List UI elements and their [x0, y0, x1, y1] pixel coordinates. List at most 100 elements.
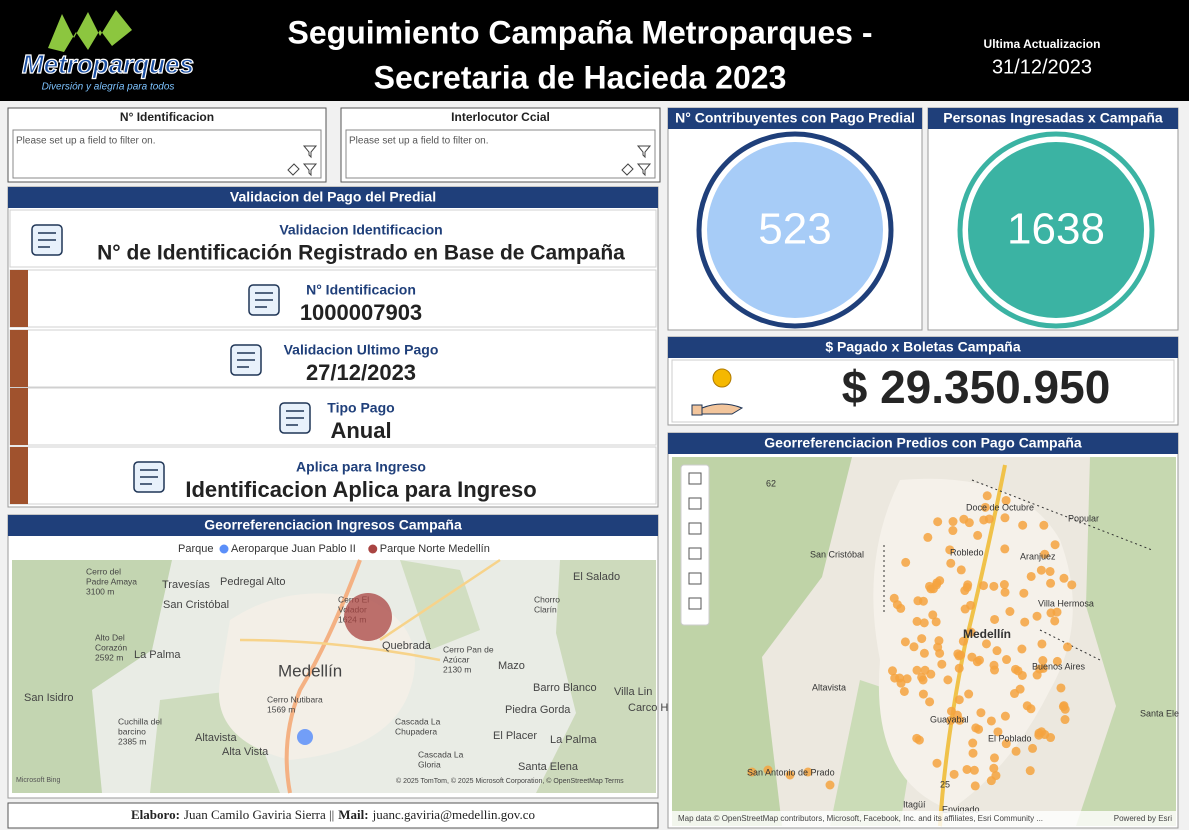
map-point[interactable]	[896, 678, 906, 688]
map-point[interactable]	[949, 769, 959, 779]
map-tool[interactable]	[688, 497, 702, 510]
map-point[interactable]	[993, 727, 1003, 737]
map-point[interactable]	[937, 659, 947, 669]
map-point[interactable]	[979, 515, 989, 525]
map-point[interactable]	[909, 642, 919, 652]
map-point[interactable]	[1039, 520, 1049, 530]
map-point[interactable]	[982, 491, 992, 501]
map-point[interactable]	[763, 765, 773, 775]
map-point[interactable]	[1060, 715, 1070, 725]
map-point[interactable]	[981, 639, 991, 649]
map-point[interactable]	[1000, 513, 1010, 523]
map-point[interactable]	[912, 665, 922, 675]
map-point[interactable]	[1067, 580, 1077, 590]
map-point[interactable]	[1050, 616, 1060, 626]
map-point[interactable]	[980, 502, 990, 512]
map-point[interactable]	[1045, 566, 1055, 576]
map-point[interactable]	[912, 616, 922, 626]
map-point[interactable]	[928, 610, 938, 620]
map-point[interactable]	[973, 530, 983, 540]
map-point[interactable]	[971, 723, 981, 733]
map-point[interactable]	[900, 637, 910, 647]
map-point[interactable]	[964, 518, 974, 528]
map-point[interactable]	[1052, 607, 1062, 617]
map-point[interactable]	[1052, 656, 1062, 666]
map-point[interactable]	[958, 636, 968, 646]
map-point[interactable]	[962, 764, 972, 774]
map-point[interactable]	[1011, 664, 1021, 674]
map-point[interactable]	[1010, 689, 1020, 699]
map-point[interactable]	[989, 763, 999, 773]
map-point[interactable]	[889, 593, 899, 603]
map-point[interactable]	[899, 686, 909, 696]
legend-label[interactable]: Aeroparque Juan Pablo II	[231, 543, 356, 555]
map-point[interactable]	[989, 660, 999, 670]
map-point[interactable]	[1046, 578, 1056, 588]
map-point[interactable]	[1034, 728, 1044, 738]
map-point[interactable]	[986, 716, 996, 726]
map-point[interactable]	[1018, 520, 1028, 530]
map-point[interactable]	[901, 557, 911, 567]
map-point[interactable]	[969, 765, 979, 775]
map-point[interactable]	[970, 781, 980, 791]
map-point[interactable]	[989, 753, 999, 763]
map-point[interactable]	[1063, 642, 1073, 652]
map-point[interactable]	[1046, 733, 1056, 743]
map-point[interactable]	[1001, 495, 1011, 505]
map-point[interactable]	[956, 565, 966, 575]
map-point[interactable]	[1035, 664, 1045, 674]
map-point[interactable]	[966, 627, 976, 637]
map-point[interactable]	[1028, 743, 1038, 753]
map-point[interactable]	[1017, 644, 1027, 654]
map-point[interactable]	[887, 666, 897, 676]
map-point[interactable]	[919, 648, 929, 658]
map-point[interactable]	[1002, 655, 1012, 665]
map-point[interactable]	[976, 708, 986, 718]
map-point[interactable]	[933, 642, 943, 652]
map-point[interactable]	[785, 770, 795, 780]
map-point[interactable]	[1011, 746, 1021, 756]
map-point[interactable]	[1022, 701, 1032, 711]
map-point[interactable]	[1032, 611, 1042, 621]
map-point[interactable]	[803, 767, 813, 777]
map-point[interactable]	[968, 748, 978, 758]
map-point[interactable]	[952, 710, 962, 720]
map-point[interactable]	[1000, 711, 1010, 721]
map-tool[interactable]	[688, 547, 702, 560]
map-point[interactable]	[1050, 540, 1060, 550]
map-point[interactable]	[1025, 766, 1035, 776]
map-point[interactable]	[963, 580, 973, 590]
map-point[interactable]	[825, 780, 835, 790]
map-point[interactable]	[990, 614, 1000, 624]
map-point[interactable]	[1059, 701, 1069, 711]
map-point[interactable]	[890, 673, 900, 683]
eraser-icon[interactable]	[621, 163, 634, 176]
map-point[interactable]	[1038, 656, 1048, 666]
map-point[interactable]	[918, 675, 928, 685]
filter-icon[interactable]	[302, 145, 318, 177]
map-point[interactable]	[946, 715, 956, 725]
map-marker[interactable]	[297, 729, 313, 745]
map-point[interactable]	[960, 604, 970, 614]
legend-label[interactable]: Parque Norte Medellín	[380, 543, 490, 555]
map-point[interactable]	[923, 532, 933, 542]
map-point[interactable]	[925, 697, 935, 707]
map-point[interactable]	[925, 581, 935, 591]
map-point[interactable]	[992, 646, 1002, 656]
map-point[interactable]	[945, 545, 955, 555]
map-point[interactable]	[948, 517, 958, 527]
map-point[interactable]	[931, 617, 941, 627]
map-point[interactable]	[1020, 617, 1030, 627]
map-point[interactable]	[991, 771, 1001, 781]
map-tool[interactable]	[688, 522, 702, 535]
map-point[interactable]	[933, 517, 943, 527]
eraser-icon[interactable]	[287, 163, 300, 176]
map-point[interactable]	[1000, 544, 1010, 554]
map-point[interactable]	[926, 669, 936, 679]
map-point[interactable]	[919, 618, 929, 628]
map-point[interactable]	[1026, 571, 1036, 581]
map-marker[interactable]	[344, 593, 392, 641]
map-point[interactable]	[747, 767, 757, 777]
map-point[interactable]	[1001, 739, 1011, 749]
map-point[interactable]	[1019, 588, 1029, 598]
